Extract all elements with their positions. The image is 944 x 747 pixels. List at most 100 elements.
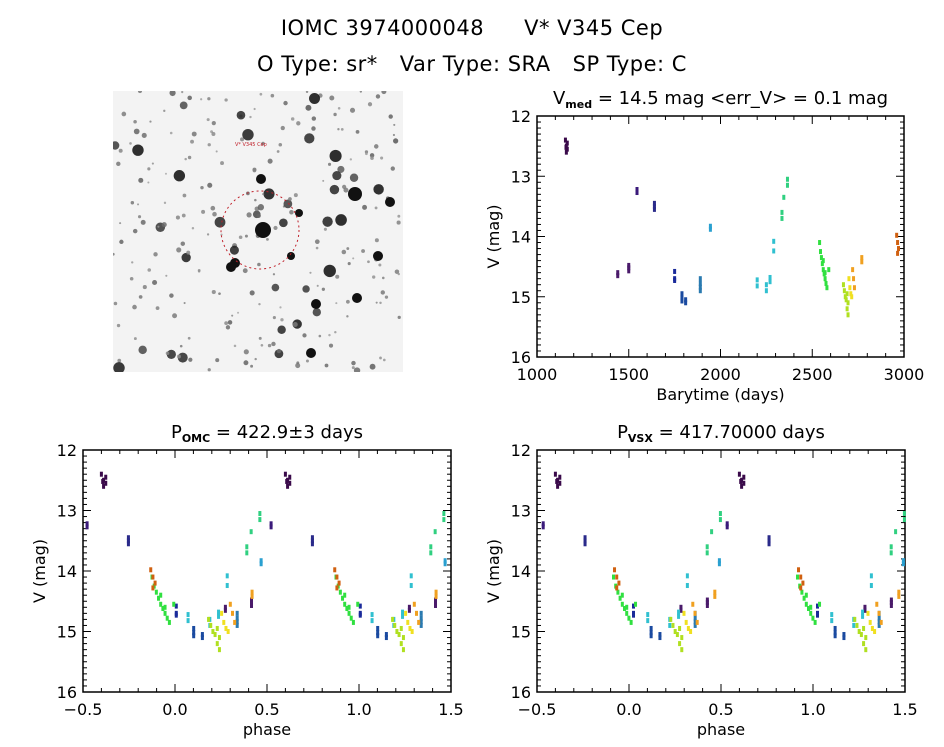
x-axis-label: phase xyxy=(243,720,291,739)
star xyxy=(374,206,378,210)
star xyxy=(289,209,294,215)
data-point xyxy=(713,593,717,599)
star xyxy=(311,116,317,121)
data-point xyxy=(877,619,881,625)
star xyxy=(288,197,292,201)
star xyxy=(309,271,312,274)
star xyxy=(187,155,192,160)
data-point xyxy=(235,615,239,621)
star xyxy=(267,158,273,164)
data-point xyxy=(680,295,684,301)
star xyxy=(346,315,349,318)
data-point xyxy=(126,538,130,544)
star xyxy=(280,125,285,131)
data-point xyxy=(186,618,190,624)
star xyxy=(279,306,282,309)
data-point xyxy=(443,561,447,567)
data-point xyxy=(809,604,813,610)
star xyxy=(133,128,140,135)
star xyxy=(244,234,248,238)
data-point xyxy=(811,615,815,621)
data-point xyxy=(780,209,784,215)
star xyxy=(210,205,216,211)
star xyxy=(365,152,368,156)
x-tick-label: 0.5 xyxy=(254,700,279,719)
data-point xyxy=(861,613,865,619)
plot-title: POMC = 422.9±3 days xyxy=(171,422,363,445)
star xyxy=(316,284,319,287)
data-point xyxy=(673,277,677,283)
star xyxy=(257,204,265,211)
data-point xyxy=(772,248,776,254)
star xyxy=(396,220,401,225)
star xyxy=(206,118,210,122)
y-tick-label: 13 xyxy=(511,167,531,186)
data-point xyxy=(101,478,105,484)
star xyxy=(388,114,393,119)
star xyxy=(311,126,316,131)
data-point xyxy=(852,622,856,628)
data-point xyxy=(343,601,347,607)
star xyxy=(249,290,255,296)
star xyxy=(367,260,370,264)
star xyxy=(113,252,115,256)
data-point xyxy=(558,480,562,486)
star-bright xyxy=(385,197,395,207)
data-point xyxy=(853,616,857,622)
star xyxy=(256,213,261,218)
star xyxy=(140,219,146,225)
data-point xyxy=(347,604,351,610)
data-point xyxy=(846,300,850,306)
data-point xyxy=(684,619,688,625)
star xyxy=(119,222,122,225)
data-point xyxy=(349,615,353,621)
data-point xyxy=(677,609,681,615)
star xyxy=(166,349,176,359)
data-point xyxy=(796,574,800,580)
star xyxy=(130,200,135,205)
star xyxy=(165,351,170,356)
data-point xyxy=(419,622,423,628)
data-point xyxy=(409,573,413,579)
star xyxy=(347,262,351,266)
star-bright xyxy=(373,251,383,261)
data-point xyxy=(873,629,877,634)
data-point xyxy=(848,285,852,291)
data-point xyxy=(680,298,684,304)
data-point xyxy=(842,288,846,294)
star xyxy=(147,268,152,272)
data-point xyxy=(200,632,204,638)
star xyxy=(332,171,342,181)
data-point xyxy=(896,240,900,246)
data-point xyxy=(615,585,619,591)
data-point xyxy=(370,612,374,618)
star xyxy=(334,330,337,334)
data-point xyxy=(864,647,868,653)
star xyxy=(362,204,368,210)
data-point xyxy=(852,276,856,282)
data-point xyxy=(850,294,854,300)
star xyxy=(258,302,261,306)
data-point xyxy=(658,632,662,638)
star xyxy=(165,274,168,277)
star xyxy=(277,325,286,334)
plot-frame xyxy=(536,115,905,358)
data-point xyxy=(429,544,433,550)
data-point xyxy=(847,276,851,282)
star xyxy=(212,211,217,217)
star xyxy=(273,225,278,230)
data-point xyxy=(845,306,849,312)
data-point xyxy=(625,610,629,616)
data-point xyxy=(635,187,639,193)
data-point xyxy=(259,561,263,567)
star-field-canvas: V* V345 Cep xyxy=(113,91,401,372)
data-point xyxy=(678,625,682,631)
star xyxy=(324,363,329,368)
data-point xyxy=(406,619,410,625)
data-point xyxy=(627,615,631,621)
star xyxy=(272,273,276,276)
data-point xyxy=(102,483,106,489)
star xyxy=(243,360,249,366)
x-tick-label: 1500 xyxy=(608,365,649,384)
data-point xyxy=(686,625,690,631)
